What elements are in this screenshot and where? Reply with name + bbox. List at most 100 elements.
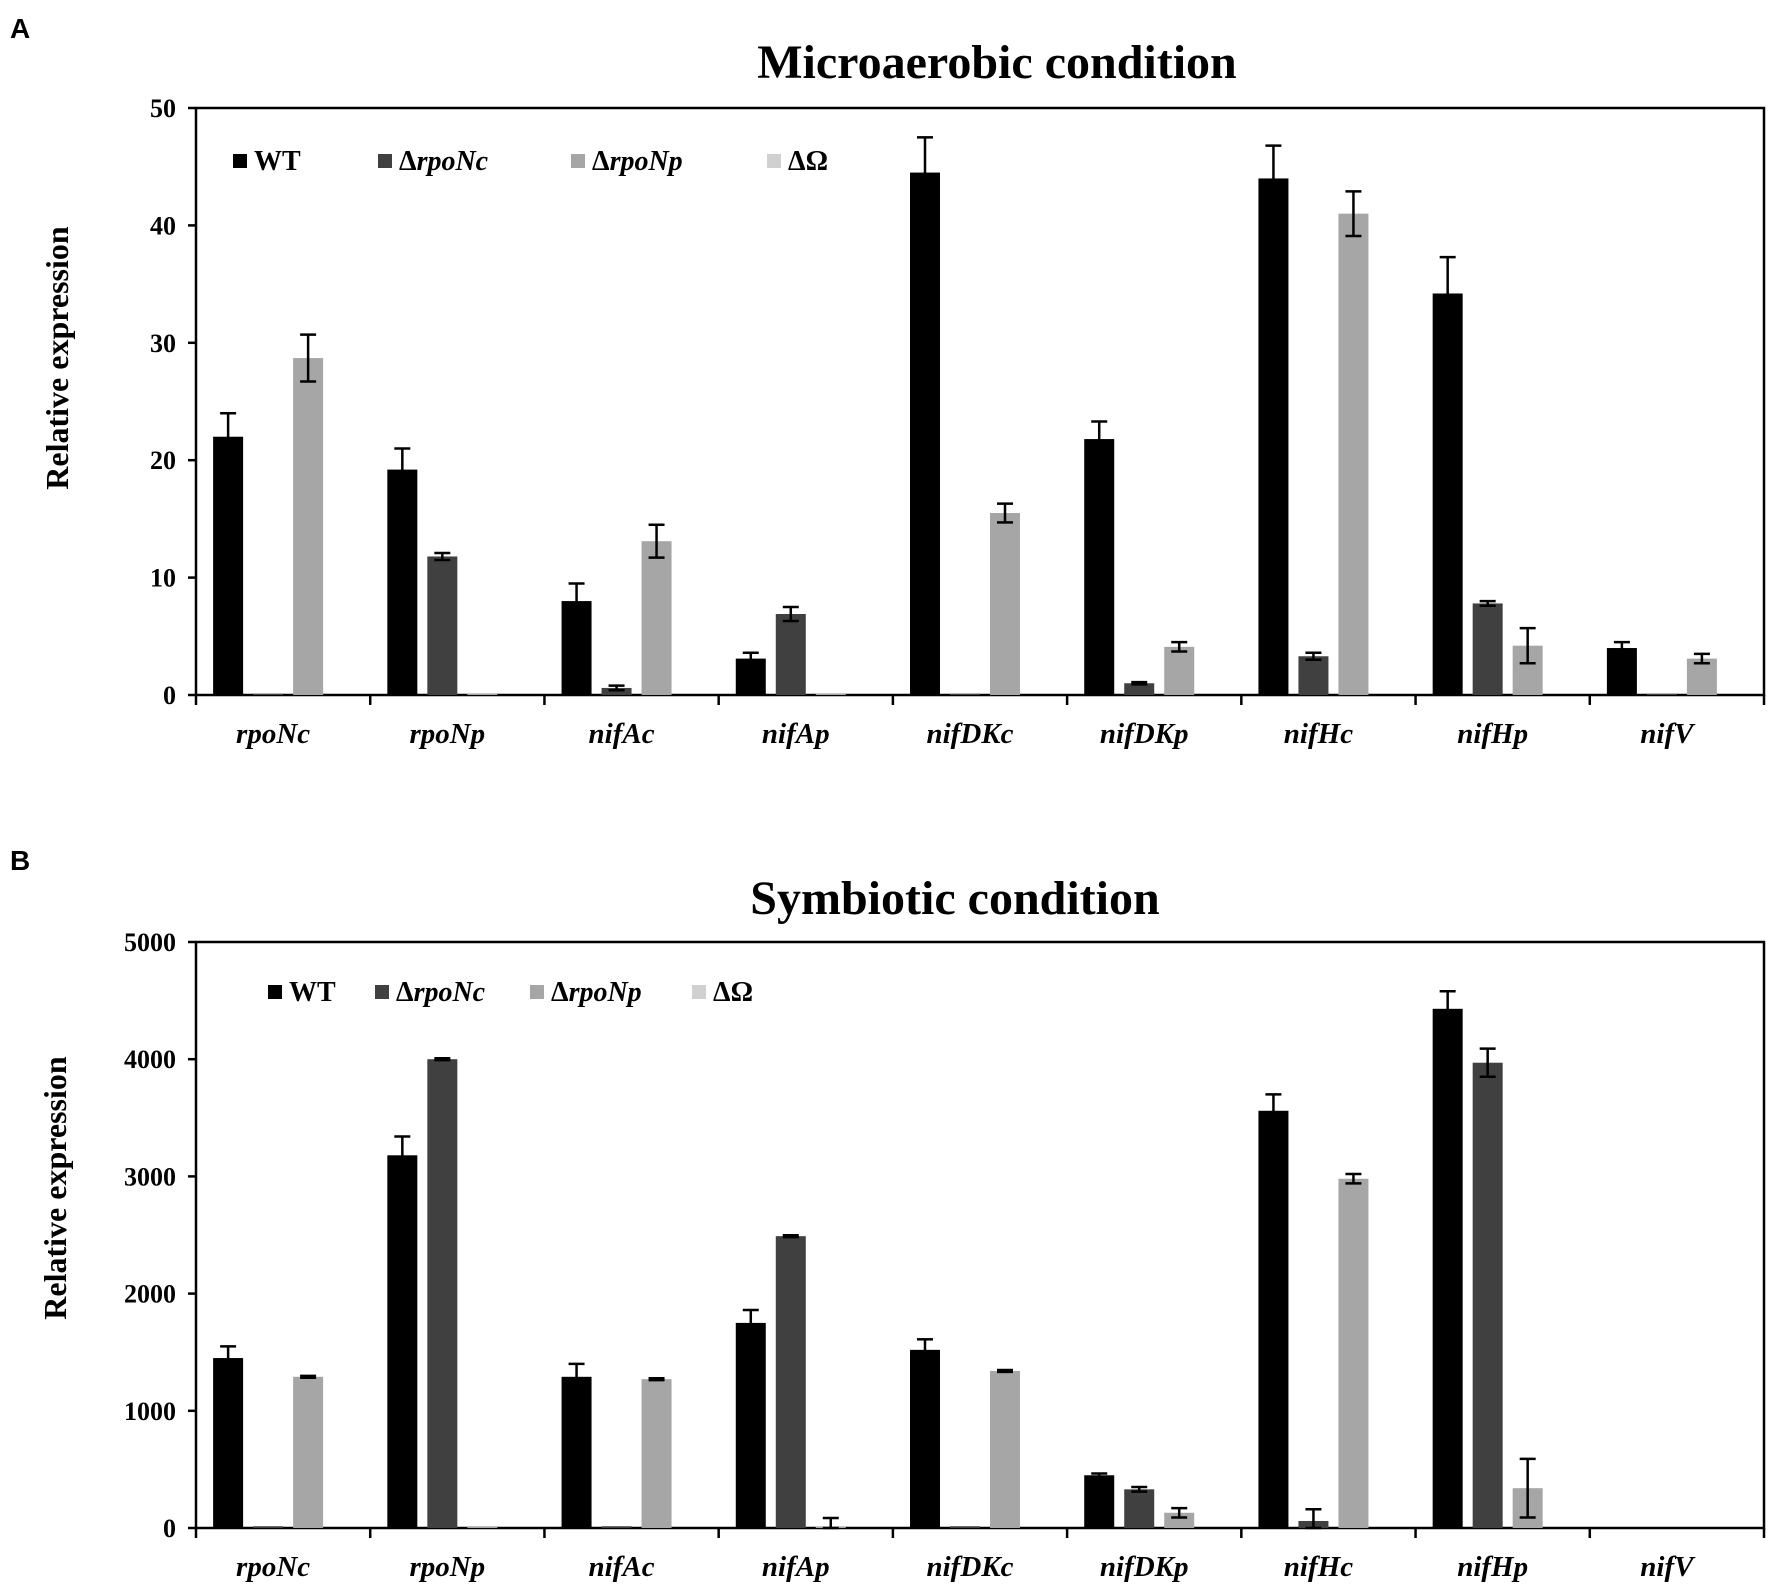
panel-b-legend-label: WT: [289, 977, 336, 1008]
panel-b-bar: [735, 1322, 766, 1528]
panel-a-legend-swatch: [233, 154, 247, 168]
panel-a-legend-name: Ω: [806, 146, 828, 177]
panel-b-legend-swatch: [530, 985, 544, 999]
panel-a-y-tick-label: 40: [150, 211, 176, 240]
panel-b-y-tick-label: 0: [163, 1514, 176, 1543]
panel-b-bar: [387, 1155, 418, 1528]
panel-b-bar: [427, 1059, 458, 1528]
panel-a-bar: [293, 358, 324, 695]
panel-b-legend-swatch: [692, 985, 706, 999]
panel-b-legend-delta: Δ: [396, 977, 414, 1008]
panel-b-bar: [213, 1358, 244, 1528]
panel-a-legend-swatch: [378, 154, 392, 168]
panel-a-category-label: nifDKc: [927, 718, 1014, 750]
panel-a-bar: [387, 469, 418, 695]
panel-a-y-tick-label: 50: [150, 94, 176, 123]
panel-a-bar: [1258, 178, 1289, 695]
panel-b-bar: [641, 1379, 672, 1528]
panel-b-legend-swatch: [268, 985, 282, 999]
panel-a-category-label: nifHp: [1457, 718, 1528, 750]
panel-b-legend-label: ΔΩ: [713, 977, 753, 1008]
panel-a-category-label: nifAc: [589, 718, 655, 750]
panel-a-legend-label: ΔrpoNp: [592, 146, 683, 177]
panel-a-bar: [1124, 683, 1155, 695]
panel-a-legend-name: rpoNc: [417, 146, 489, 177]
panel-b-bar: [1124, 1489, 1155, 1528]
panel-b-y-tick-label: 3000: [124, 1162, 176, 1191]
panel-a-category-label: nifHc: [1284, 718, 1353, 750]
panel-a-legend-delta: Δ: [592, 146, 610, 177]
panel-a-bar: [253, 693, 284, 695]
panel-a-bar: [1472, 603, 1503, 695]
panel-b-category-label: nifHp: [1457, 1551, 1528, 1583]
panel-b-y-tick-label: 1000: [124, 1397, 176, 1426]
panel-a-y-axis-label: Relative expression: [39, 226, 75, 490]
panel-a-legend-name: WT: [254, 146, 301, 177]
panel-b-legend-name: rpoNc: [414, 977, 486, 1008]
panel-a-legend-name: rpoNp: [610, 146, 683, 177]
panel-b-legend-label: ΔrpoNc: [396, 977, 486, 1008]
panel-b-category-label: nifDKc: [927, 1551, 1014, 1583]
panel-a-legend-delta: Δ: [399, 146, 417, 177]
panel-b-category-label: nifV: [1640, 1551, 1696, 1583]
panel-b-bar: [775, 1236, 806, 1528]
panel-b-bar: [293, 1376, 324, 1528]
panel-b-bar: [561, 1376, 592, 1528]
panel-b-legend-name: WT: [289, 977, 336, 1008]
panel-b-category-label: rpoNc: [236, 1551, 310, 1583]
panel-a-bar: [213, 436, 244, 695]
panel-b-bar: [467, 1526, 498, 1528]
panel-a-bar: [1606, 648, 1637, 695]
panel-a-bar: [1084, 439, 1115, 695]
panel-b: B Symbiotic condition Relative expressio…: [10, 845, 1766, 1583]
panel-b-bar: [1084, 1475, 1115, 1528]
panel-b-y-tick-label: 2000: [124, 1280, 176, 1309]
panel-a-bar: [990, 513, 1020, 695]
panel-b-legend-swatch: [375, 985, 389, 999]
panel-a-category-label: rpoNp: [409, 718, 485, 750]
panel-b-category-label: nifAp: [762, 1551, 830, 1583]
panel-a-category-label: nifV: [1640, 718, 1696, 750]
panel-b-bar: [910, 1349, 940, 1528]
panel-a-title: Microaerobic condition: [757, 36, 1237, 89]
panel-a-bar: [1164, 646, 1195, 695]
panel-b-bar: [1472, 1062, 1503, 1528]
panel-b-letter: B: [10, 845, 30, 876]
panel-b-legend-label: ΔrpoNp: [551, 977, 642, 1008]
panel-a-bar: [950, 693, 980, 695]
panel-b-bar: [950, 1526, 980, 1528]
panel-b-bar: [601, 1526, 632, 1528]
panel-b-category-label: rpoNp: [409, 1551, 485, 1583]
panel-a-y-tick-label: 10: [150, 564, 176, 593]
panel-a-legend-label: ΔΩ: [788, 146, 828, 177]
panel-a-legend-delta: Δ: [788, 146, 806, 177]
panel-b-title: Symbiotic condition: [750, 872, 1159, 925]
panel-a-bar: [641, 541, 672, 695]
panel-a-category-label: nifDKp: [1100, 718, 1189, 750]
panel-a-category-label: nifAp: [762, 718, 830, 750]
panel-b-bar: [1338, 1178, 1369, 1528]
panel-a-legend-swatch: [767, 154, 781, 168]
panel-a-letter: A: [10, 13, 30, 44]
panel-a-bar: [1686, 658, 1717, 695]
panel-b-y-tick-label: 4000: [124, 1045, 176, 1074]
panel-b-y-tick-label: 5000: [124, 928, 176, 957]
panel-a-bar: [1338, 213, 1369, 695]
panel-a-y-tick-label: 20: [150, 446, 176, 475]
panel-a-bar: [775, 613, 806, 695]
panel-a-legend-label: ΔrpoNc: [399, 146, 489, 177]
panel-a-bar: [1646, 693, 1677, 695]
panel-a-legend-swatch: [571, 154, 585, 168]
panel-a-bar: [815, 693, 846, 695]
panel-a-category-label: rpoNc: [236, 718, 310, 750]
panel-b-legend-delta: Δ: [713, 977, 731, 1008]
panel-b-category-label: nifDKp: [1100, 1551, 1189, 1583]
panel-b-legend-delta: Δ: [551, 977, 569, 1008]
panel-b-bar: [253, 1526, 284, 1528]
panel-a: A Microaerobic condition Relative expres…: [10, 13, 1766, 750]
panel-b-bar: [1258, 1110, 1289, 1528]
panel-b-legend-name: rpoNp: [569, 977, 642, 1008]
panel-a-y-tick-label: 30: [150, 329, 176, 358]
panel-b-category-label: nifHc: [1284, 1551, 1353, 1583]
